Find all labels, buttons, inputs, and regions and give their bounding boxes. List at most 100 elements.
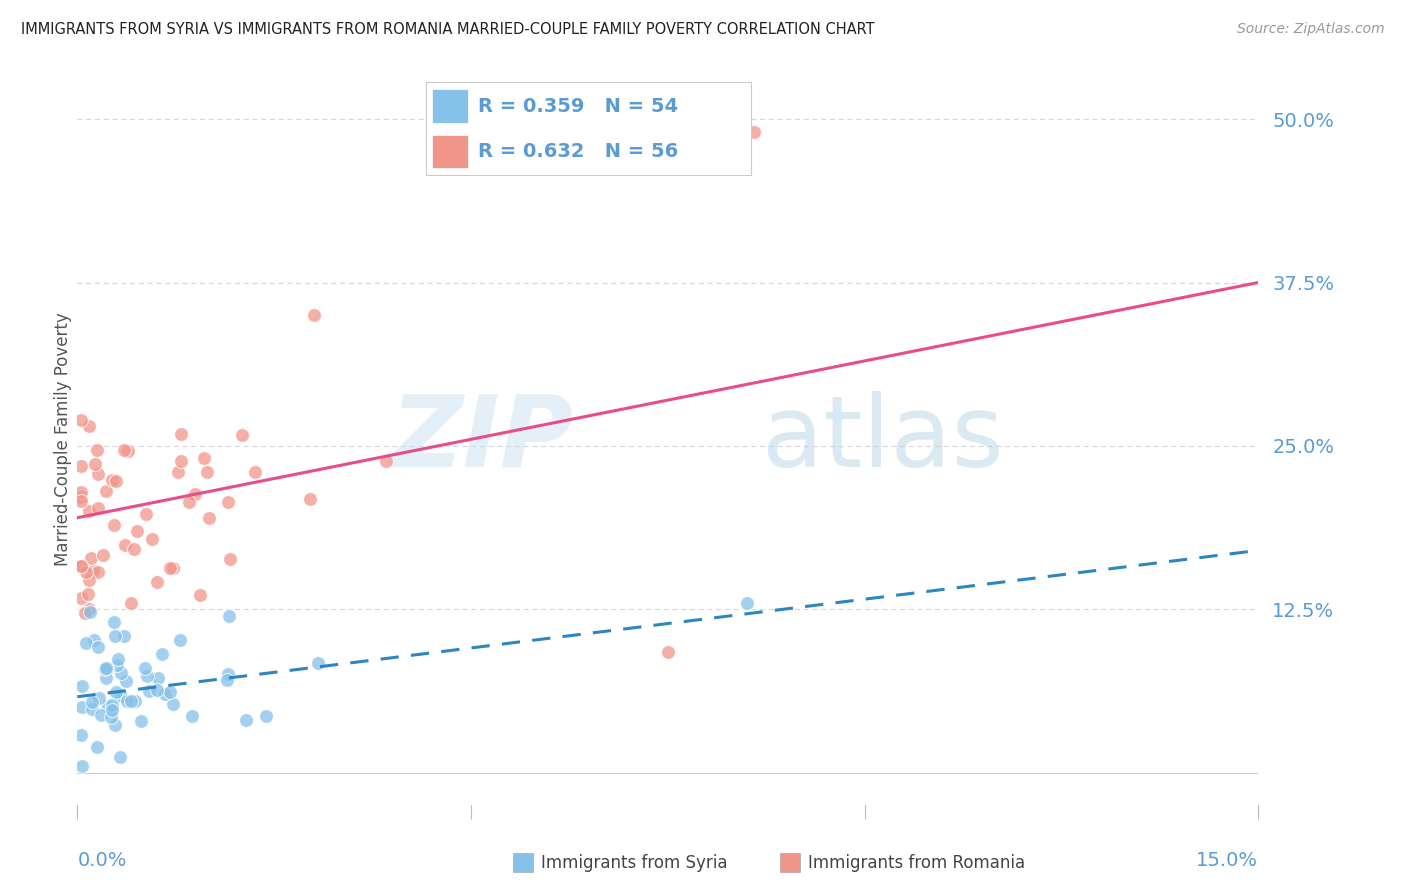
Point xyxy=(744,125,766,139)
Point xyxy=(86,640,108,654)
Point xyxy=(100,710,122,724)
Point xyxy=(70,591,93,606)
Point xyxy=(195,465,218,479)
Point xyxy=(86,442,108,457)
Point xyxy=(103,518,125,533)
Point xyxy=(87,690,110,705)
Point xyxy=(77,602,100,616)
Point xyxy=(105,657,128,672)
Point xyxy=(87,467,110,481)
Point xyxy=(129,714,152,728)
Point xyxy=(80,695,103,709)
Text: 15.0%: 15.0% xyxy=(1197,851,1258,870)
Point xyxy=(152,648,174,662)
Point xyxy=(70,558,93,573)
Point xyxy=(146,682,169,697)
Point xyxy=(79,606,101,620)
Point xyxy=(82,564,104,578)
Point xyxy=(122,542,145,557)
Point xyxy=(148,671,170,685)
Point xyxy=(235,713,257,727)
Point xyxy=(153,687,176,701)
Point xyxy=(80,551,103,566)
Point xyxy=(96,699,118,714)
Point xyxy=(86,739,108,754)
Point xyxy=(86,566,108,580)
Point xyxy=(101,698,124,712)
Point xyxy=(77,504,100,518)
Point xyxy=(231,427,253,442)
Point xyxy=(75,606,97,620)
Point xyxy=(188,588,211,602)
Point xyxy=(254,709,277,723)
Point xyxy=(146,575,169,590)
Point xyxy=(96,662,118,676)
Point xyxy=(108,749,131,764)
Point xyxy=(117,694,139,708)
Point xyxy=(104,717,127,731)
Point xyxy=(104,629,127,643)
Point xyxy=(170,453,193,467)
Point xyxy=(70,759,93,773)
Point xyxy=(105,685,128,699)
Point xyxy=(136,669,159,683)
Point xyxy=(75,636,97,650)
Point xyxy=(107,652,129,666)
Point xyxy=(307,657,329,671)
Point xyxy=(70,559,93,574)
Point xyxy=(159,685,181,699)
Point xyxy=(91,548,114,562)
Point xyxy=(94,483,117,498)
Point xyxy=(193,450,215,465)
Point xyxy=(70,494,93,508)
Point xyxy=(162,561,184,575)
Point xyxy=(169,633,191,648)
Point xyxy=(87,500,110,515)
Point xyxy=(299,492,322,507)
Point xyxy=(198,511,221,525)
Text: atlas: atlas xyxy=(762,391,1004,488)
Point xyxy=(170,427,193,442)
Point xyxy=(135,507,157,521)
Point xyxy=(83,632,105,647)
Point xyxy=(120,596,142,610)
Text: Immigrants from Syria: Immigrants from Syria xyxy=(541,855,728,872)
Point xyxy=(112,443,135,458)
Point xyxy=(117,443,139,458)
Point xyxy=(162,697,184,711)
Point xyxy=(218,552,240,566)
Point xyxy=(217,495,239,509)
Point xyxy=(70,700,93,714)
Point xyxy=(96,661,118,675)
Point xyxy=(101,703,124,717)
Point xyxy=(114,538,136,552)
Point xyxy=(70,412,93,426)
Point xyxy=(110,689,132,703)
Point xyxy=(181,709,204,723)
Point xyxy=(82,702,104,716)
Point xyxy=(159,561,181,575)
Point xyxy=(115,674,138,689)
Point xyxy=(166,465,188,479)
Point xyxy=(657,645,679,659)
Point xyxy=(76,587,98,601)
Point xyxy=(70,458,93,473)
Point xyxy=(141,532,163,546)
Point xyxy=(94,662,117,676)
Text: 0.0%: 0.0% xyxy=(77,851,127,870)
Y-axis label: Married-Couple Family Poverty: Married-Couple Family Poverty xyxy=(55,312,73,566)
Text: Immigrants from Romania: Immigrants from Romania xyxy=(808,855,1025,872)
Text: ZIP: ZIP xyxy=(391,391,574,488)
Point xyxy=(735,596,758,610)
Point xyxy=(124,693,146,707)
Point xyxy=(75,565,97,579)
Point xyxy=(245,465,267,479)
Point xyxy=(83,458,105,472)
Point xyxy=(218,608,240,623)
Point xyxy=(70,485,93,500)
Point xyxy=(125,524,148,538)
Point xyxy=(120,694,142,708)
Point xyxy=(138,684,160,698)
Point xyxy=(110,665,132,680)
Point xyxy=(72,679,94,693)
